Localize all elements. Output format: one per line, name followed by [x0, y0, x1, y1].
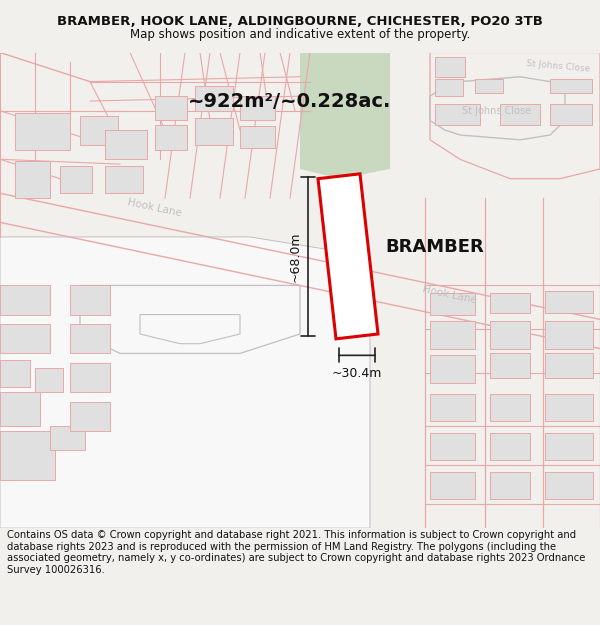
Bar — [550, 79, 592, 93]
Text: Contains OS data © Crown copyright and database right 2021. This information is : Contains OS data © Crown copyright and d… — [7, 530, 586, 575]
Bar — [545, 472, 593, 499]
Bar — [80, 116, 118, 145]
Bar — [70, 402, 110, 431]
Text: Hook Lane: Hook Lane — [422, 284, 478, 306]
Bar — [105, 130, 147, 159]
Bar — [545, 394, 593, 421]
Text: St Johns Close: St Johns Close — [463, 106, 532, 116]
Bar — [155, 96, 187, 121]
Text: ~922m²/~0.228ac.: ~922m²/~0.228ac. — [188, 91, 392, 111]
Text: St Johns Close: St Johns Close — [526, 59, 590, 73]
Bar — [430, 356, 475, 382]
Bar — [195, 118, 233, 145]
Bar — [0, 286, 50, 314]
Text: ~68.0m: ~68.0m — [289, 231, 302, 282]
Bar — [60, 166, 92, 193]
Bar — [545, 291, 593, 312]
Text: BRAMBER, HOOK LANE, ALDINGBOURNE, CHICHESTER, PO20 3TB: BRAMBER, HOOK LANE, ALDINGBOURNE, CHICHE… — [57, 15, 543, 28]
Bar — [70, 363, 110, 392]
Bar — [435, 104, 480, 125]
Bar — [430, 293, 475, 314]
Bar — [490, 394, 530, 421]
Bar — [490, 321, 530, 349]
Bar — [240, 126, 275, 148]
Polygon shape — [300, 52, 390, 179]
Bar — [500, 104, 540, 125]
Bar — [15, 112, 70, 149]
Bar — [545, 353, 593, 377]
Bar — [490, 433, 530, 460]
Text: ~30.4m: ~30.4m — [332, 367, 382, 380]
Bar — [490, 293, 530, 312]
Bar — [550, 104, 592, 125]
Bar — [195, 86, 233, 111]
Bar — [545, 321, 593, 349]
Text: BRAMBER: BRAMBER — [386, 238, 484, 256]
Text: Map shows position and indicative extent of the property.: Map shows position and indicative extent… — [130, 28, 470, 41]
Bar — [0, 360, 30, 388]
Bar — [240, 96, 275, 121]
Bar — [155, 125, 187, 149]
Bar — [435, 58, 465, 77]
Polygon shape — [300, 52, 390, 159]
Bar — [430, 394, 475, 421]
Bar — [50, 426, 85, 451]
Bar — [105, 166, 143, 193]
Bar — [475, 79, 503, 93]
Text: Hook Lane: Hook Lane — [127, 198, 183, 218]
Bar — [430, 433, 475, 460]
Bar — [430, 321, 475, 349]
Polygon shape — [318, 174, 378, 339]
Bar — [490, 472, 530, 499]
Bar — [0, 431, 55, 479]
Bar — [545, 433, 593, 460]
Bar — [430, 472, 475, 499]
Bar — [0, 392, 40, 426]
Bar — [15, 161, 50, 198]
Bar — [0, 324, 50, 353]
Polygon shape — [0, 237, 370, 528]
Bar — [490, 353, 530, 377]
Bar — [435, 79, 463, 96]
Bar — [70, 324, 110, 353]
Bar — [35, 368, 63, 392]
Bar — [70, 286, 110, 314]
